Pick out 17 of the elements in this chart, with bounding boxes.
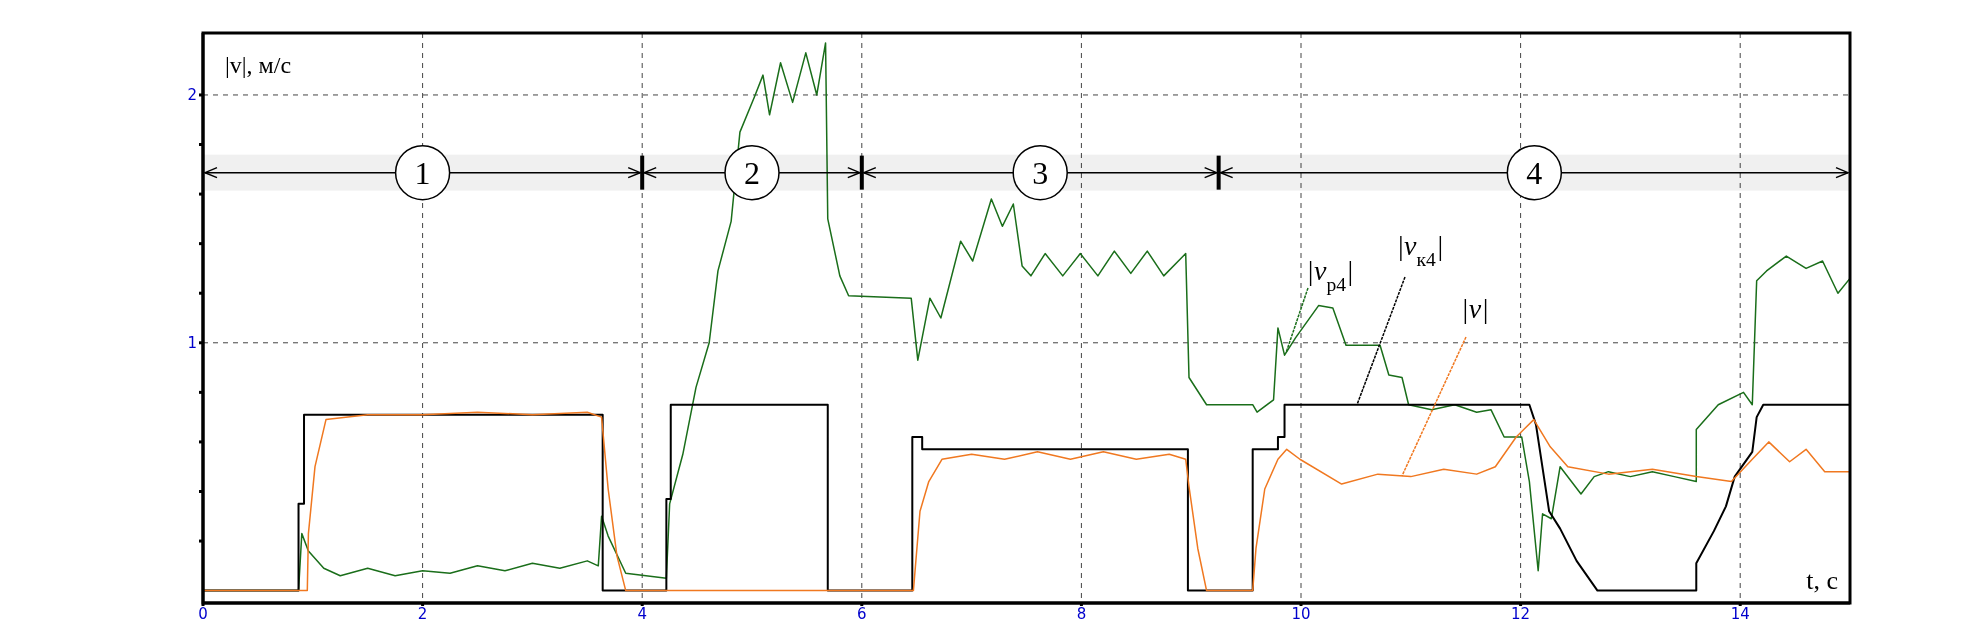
series-label: |v$_{р4}$|: [1306, 255, 1354, 295]
band-label: 2: [744, 154, 760, 191]
x-axis-title: t, с: [1806, 566, 1838, 595]
y-axis-title: |v|, м/с: [225, 52, 292, 78]
text: |v$_{к4}$|: [1396, 230, 1444, 270]
x-tick-label: 8: [1076, 604, 1087, 623]
band-label: 3: [1032, 154, 1049, 191]
x-tick-label: 2: [417, 604, 428, 623]
text: |v|: [1461, 293, 1489, 324]
band-label: 1: [414, 154, 431, 191]
x-tick-label: 0: [198, 604, 208, 623]
x-tick-label: 10: [1291, 604, 1311, 623]
x-tick-label: 12: [1511, 604, 1531, 623]
band-label: 4: [1526, 154, 1543, 191]
x-tick-label: 14: [1730, 604, 1750, 623]
x-tick-label: 6: [857, 604, 867, 623]
x-tick-label: 4: [637, 604, 647, 623]
